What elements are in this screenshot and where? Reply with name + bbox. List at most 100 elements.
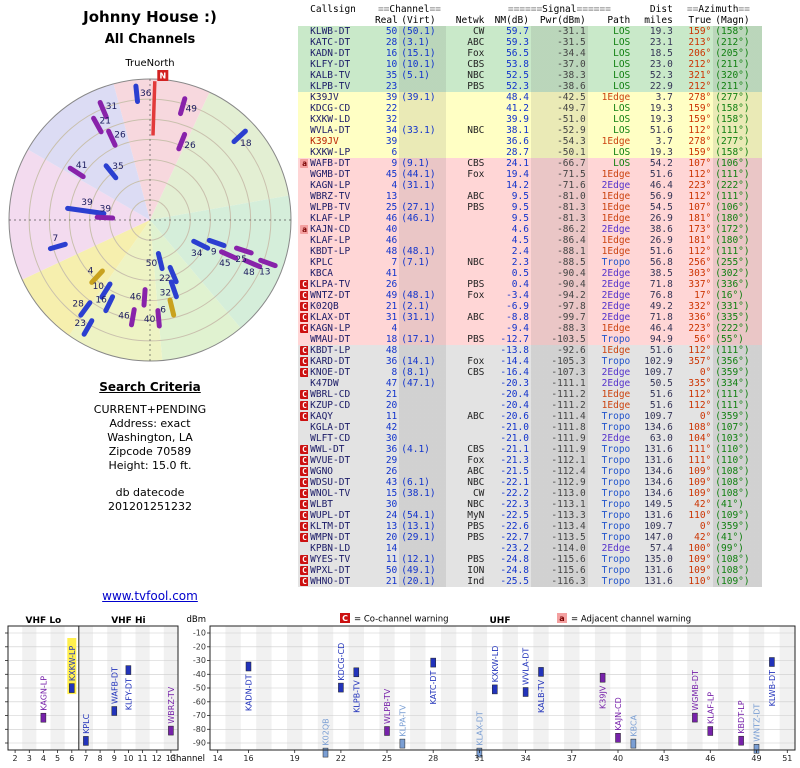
- magnetic-azimuth-cell: (108°): [713, 488, 762, 499]
- true-azimuth-cell: 112°: [674, 169, 714, 180]
- warning-cell: C: [298, 323, 309, 334]
- true-azimuth-cell: 336°: [674, 312, 714, 323]
- power-cell: -90.4: [530, 279, 588, 290]
- co-channel-warning-badge: C: [300, 368, 309, 377]
- radar-marker-label: 39: [81, 198, 93, 208]
- callsign-cell: WLFT-CD: [308, 433, 373, 444]
- path-cell: Tropo: [587, 466, 633, 477]
- network-cell: Fox: [445, 455, 487, 466]
- magnetic-azimuth-cell: (111°): [713, 191, 762, 202]
- path-cell: Tropo: [587, 554, 633, 565]
- magnetic-azimuth-cell: (111°): [713, 400, 762, 411]
- true-azimuth-cell: 109°: [674, 488, 714, 499]
- distance-cell: 131.6: [632, 576, 675, 587]
- radar-marker: [168, 279, 179, 300]
- distance-cell: 54.2: [632, 158, 675, 169]
- real-channel-cell: 35: [372, 70, 400, 81]
- magnetic-azimuth-cell: (320°): [713, 70, 762, 81]
- co-channel-legend-badge: [340, 613, 350, 623]
- true-azimuth-cell: 108°: [674, 422, 714, 433]
- network-cell: ABC: [445, 312, 487, 323]
- warning-cell: [298, 334, 309, 345]
- co-channel-warning-badge: C: [300, 302, 309, 311]
- real-channel-cell: 4: [372, 323, 400, 334]
- real-channel-cell: 25: [372, 202, 400, 213]
- real-channel-cell: 40: [372, 224, 400, 235]
- group-signal: ≡≡≡≡≡≡Signal≡≡≡≡≡≡: [507, 4, 611, 15]
- co-channel-warning-badge: C: [300, 577, 309, 586]
- distance-cell: 23.1: [632, 37, 675, 48]
- virtual-channel-cell: (27.1): [399, 202, 446, 213]
- virtual-channel-cell: (33.1): [399, 125, 446, 136]
- channel-tick-label: 37: [567, 754, 577, 763]
- radar-marker-label: 31: [106, 102, 117, 112]
- callsign-cell: KBDT-LP: [308, 246, 373, 257]
- path-cell: 2Edge: [587, 279, 633, 290]
- network-cell: ABC: [445, 466, 487, 477]
- true-azimuth-cell: 332°: [674, 301, 714, 312]
- distance-cell: 3.7: [632, 136, 675, 147]
- callsign-cell: WLBT: [308, 499, 373, 510]
- callsign-cell: WDSU-DT: [308, 477, 373, 488]
- channel-tick-label: 25: [382, 754, 392, 763]
- radar-marker-label: 21: [99, 117, 110, 127]
- warning-cell: C: [298, 455, 309, 466]
- table-row: KADN-DT 16 (15.1) Fox 56.5 -34.4 LOS 18.5 206° (2…: [298, 48, 762, 59]
- radar-marker: [167, 264, 179, 285]
- channel-tick-label: 10: [123, 754, 133, 763]
- network-cell: [445, 224, 487, 235]
- magnetic-azimuth-cell: (222°): [713, 323, 762, 334]
- path-cell: 1Edge: [587, 345, 633, 356]
- virtual-channel-cell: [399, 224, 446, 235]
- station-marker: [338, 682, 344, 693]
- radar-marker-label: 36: [140, 89, 152, 99]
- station-marker: [492, 684, 498, 695]
- distance-cell: 135.0: [632, 554, 675, 565]
- callsign-cell: KGLA-DT: [308, 422, 373, 433]
- callsign-cell: K39JV: [308, 136, 373, 147]
- path-cell: LOS: [587, 114, 633, 125]
- distance-cell: 22.9: [632, 81, 675, 92]
- virtual-channel-cell: (29.1): [399, 532, 446, 543]
- path-cell: Tropo: [587, 257, 633, 268]
- station-marker: [322, 747, 329, 758]
- radar-marker: [219, 249, 239, 261]
- channel-tick-label: 40: [613, 754, 623, 763]
- tvfool-link[interactable]: www.tvfool.com: [102, 589, 198, 603]
- radar-marker: [133, 83, 140, 104]
- warning-cell: C: [298, 389, 309, 400]
- path-cell: LOS: [587, 26, 633, 37]
- co-channel-warning-badge: C: [300, 500, 309, 509]
- magnetic-azimuth-cell: (335°): [713, 312, 762, 323]
- table-row: C WUPL-DT 24 (54.1) MyN -22.5 -113.3 Tropo 131.6…: [298, 510, 762, 521]
- nm-cell: -14.4: [486, 356, 531, 367]
- true-azimuth-cell: 278°: [674, 92, 714, 103]
- distance-cell: 56.9: [632, 191, 675, 202]
- distance-cell: 51.6: [632, 389, 675, 400]
- distance-cell: 147.0: [632, 532, 675, 543]
- virtual-channel-cell: [399, 114, 446, 125]
- radar-marker: [78, 300, 93, 318]
- virtual-channel-cell: (47.1): [399, 378, 446, 389]
- path-cell: 2Edge: [587, 301, 633, 312]
- network-cell: [445, 400, 487, 411]
- co-channel-warning-badge: C: [300, 346, 309, 355]
- callsign-cell: KATC-DT: [308, 37, 373, 48]
- power-cell: -81.3: [530, 202, 588, 213]
- warning-cell: C: [298, 290, 309, 301]
- channel-tick-label: 11: [138, 754, 148, 763]
- true-azimuth-cell: 112°: [674, 389, 714, 400]
- distance-cell: 3.7: [632, 92, 675, 103]
- real-channel-cell: 9: [372, 158, 400, 169]
- station-marker: [738, 735, 744, 746]
- col-dist: Dist: [649, 4, 673, 15]
- radar-sector: [8, 149, 150, 280]
- distance-cell: 46.4: [632, 180, 675, 191]
- virtual-channel-cell: (39.1): [399, 92, 446, 103]
- col-nm: NM(dB): [494, 15, 529, 26]
- real-channel-cell: 10: [372, 59, 400, 70]
- nm-cell: 24.1: [486, 158, 531, 169]
- nm-cell: 2.3: [486, 257, 531, 268]
- nm-cell: -16.4: [486, 367, 531, 378]
- real-channel-cell: 15: [372, 488, 400, 499]
